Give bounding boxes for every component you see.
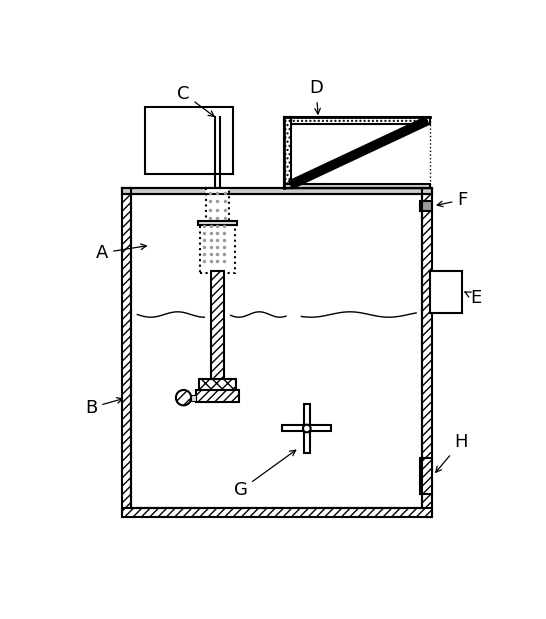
Bar	[211, 271, 224, 381]
Circle shape	[176, 390, 191, 405]
Bar	[284, 184, 430, 188]
Text: F: F	[437, 191, 468, 209]
Bar	[305, 404, 310, 453]
Bar	[284, 116, 292, 188]
Bar	[196, 390, 239, 402]
Text: H: H	[436, 433, 468, 472]
Bar	[145, 107, 233, 175]
Bar	[191, 394, 196, 400]
Circle shape	[303, 425, 311, 432]
Bar	[199, 379, 236, 392]
Text: D: D	[309, 79, 323, 114]
Text: G: G	[234, 450, 296, 499]
Text: E: E	[465, 288, 482, 306]
Bar	[420, 457, 431, 494]
Bar	[206, 188, 229, 225]
Bar	[122, 508, 431, 517]
Bar	[198, 220, 237, 225]
Bar	[122, 188, 431, 194]
Bar	[422, 188, 431, 517]
Bar	[430, 271, 462, 313]
Bar	[282, 425, 331, 431]
Text: B: B	[85, 397, 122, 417]
Bar	[420, 201, 431, 211]
Bar	[122, 188, 131, 517]
Text: C: C	[177, 85, 214, 116]
Bar	[284, 116, 430, 124]
Text: A: A	[96, 244, 146, 262]
Bar	[200, 220, 235, 273]
